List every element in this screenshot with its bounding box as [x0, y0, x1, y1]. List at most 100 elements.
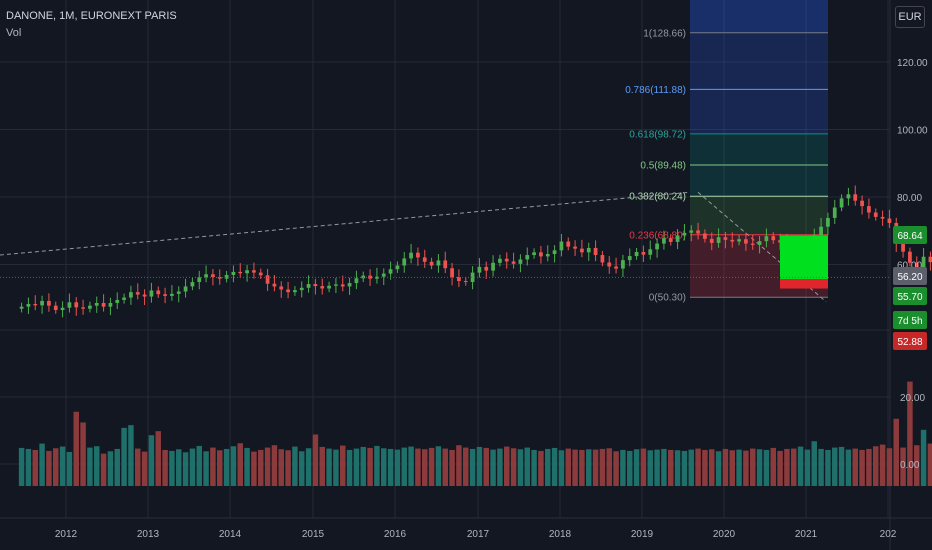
candle [539, 252, 543, 257]
candle [135, 292, 140, 295]
volume-bar [900, 447, 906, 486]
candle [525, 255, 530, 260]
candle [832, 207, 837, 218]
volume-bar [586, 449, 592, 486]
fib-zone [690, 133, 828, 166]
candle [340, 284, 345, 287]
candle [334, 284, 338, 286]
volume-bar [661, 448, 667, 486]
time-tick-label: 2013 [137, 529, 160, 540]
time-tick-label: 2019 [631, 529, 654, 540]
fib-level-label: 0.5(89.48) [640, 161, 686, 172]
candle [163, 294, 167, 296]
candle [217, 276, 222, 279]
candle [129, 292, 133, 298]
candle [757, 241, 762, 245]
candle [914, 262, 919, 269]
candle [634, 252, 639, 257]
candle [436, 260, 441, 266]
time-tick-label: 2015 [302, 529, 325, 540]
volume-bar [613, 451, 619, 486]
volume-bar [599, 448, 606, 486]
fib-level-label: 0.786(111.88) [625, 85, 686, 96]
candle [477, 266, 482, 273]
candle [662, 238, 666, 244]
candle [675, 235, 680, 242]
candle [402, 258, 407, 266]
volume-bar [46, 450, 52, 486]
volume-bar [271, 445, 278, 486]
volume-bar [114, 448, 120, 486]
volume-bar [155, 431, 161, 486]
candle [53, 305, 58, 311]
candle [655, 243, 659, 250]
candle [81, 307, 85, 309]
candle [211, 274, 215, 277]
price-axis-badge-label: 68.64 [897, 231, 922, 242]
volume-bar [647, 450, 653, 486]
candle [853, 194, 858, 201]
volume-bar [374, 445, 380, 486]
candle [368, 275, 372, 279]
candle [566, 241, 571, 247]
candle [764, 236, 769, 242]
volume-bar [360, 446, 366, 486]
volume-bar [818, 448, 824, 486]
candle [306, 284, 311, 288]
position-stop-zone [780, 279, 828, 289]
candle [60, 307, 65, 311]
volume-bar [504, 446, 510, 486]
candle [580, 248, 584, 253]
volume-bar [210, 447, 216, 486]
candle [600, 255, 605, 263]
volume-bar [305, 448, 312, 486]
price-axis-badge-label: 52.88 [897, 337, 922, 348]
volume-bar [524, 447, 530, 486]
candle [204, 274, 208, 278]
candle [299, 287, 304, 291]
candle [648, 249, 653, 255]
volume-bar [756, 449, 763, 486]
candle [115, 299, 120, 303]
candle [716, 237, 721, 243]
volume-bar [162, 449, 168, 486]
volume-bar [292, 446, 298, 486]
volume-bar [258, 449, 264, 486]
candle [88, 305, 92, 309]
price-tick-label: 120.00 [897, 58, 928, 69]
volume-bar [920, 429, 927, 486]
candle [395, 265, 400, 270]
volume-bar [845, 449, 852, 486]
volume-bar [66, 451, 73, 486]
volume-bar [497, 448, 503, 486]
volume-bar [763, 449, 770, 486]
volume-bar [381, 448, 387, 486]
volume-bar [907, 381, 913, 486]
candle [545, 254, 550, 257]
volume-bar [326, 448, 332, 486]
volume-bar [784, 448, 790, 486]
candle [819, 226, 823, 236]
volume-bar [203, 451, 209, 486]
volume-bar [750, 448, 756, 486]
candle [880, 216, 885, 219]
candle [730, 239, 735, 242]
candle [354, 278, 359, 284]
volume-bar [217, 450, 223, 486]
price-tick-label: 60.00 [897, 261, 922, 272]
volume-bar [927, 443, 932, 486]
volume-bar [510, 448, 517, 486]
candle [641, 252, 646, 255]
volume-bar [408, 446, 414, 486]
time-tick-label: 2018 [549, 529, 572, 540]
volume-bar [176, 449, 182, 486]
volume-bar [736, 449, 742, 486]
volume-bar [914, 445, 920, 486]
currency-button[interactable]: EUR [895, 6, 925, 28]
candle [593, 247, 598, 256]
candle [409, 252, 413, 259]
candle [457, 276, 461, 282]
volume-bar [873, 446, 879, 486]
candle [552, 250, 557, 255]
